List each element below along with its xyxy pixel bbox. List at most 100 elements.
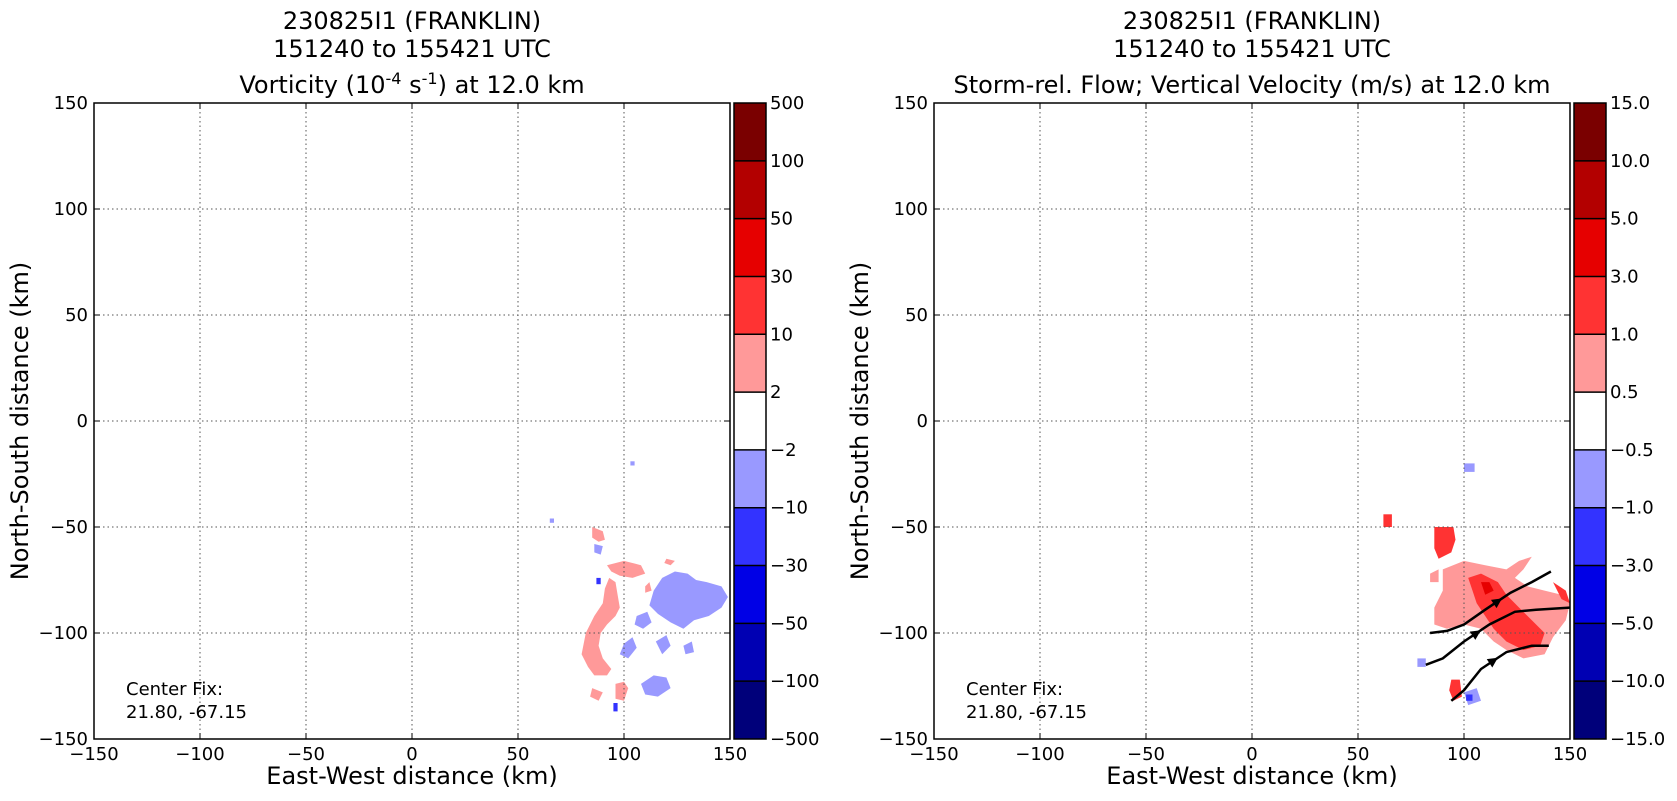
- streamline: [1429, 570, 1552, 635]
- colorbar-tick-label: −3.0: [1610, 556, 1654, 577]
- y-tick-label: −100: [39, 623, 88, 644]
- colorbar-tick-label: 0.5: [1610, 382, 1639, 403]
- title-var-mid: s: [401, 71, 421, 99]
- contour-region: [1466, 694, 1473, 701]
- x-tick-label: −150: [909, 744, 958, 765]
- colorbar-tick-label: 2: [770, 382, 781, 403]
- colorbar-segment: [1574, 103, 1606, 161]
- colorbar-tick-label: 100: [770, 151, 804, 172]
- colorbar-tick-label: 500: [770, 93, 804, 114]
- contour-region: [634, 611, 652, 629]
- y-tick-label: 50: [905, 305, 928, 326]
- colorbar-segment: [1574, 507, 1606, 566]
- colorbar-frame: [733, 102, 767, 740]
- contour-region: [1434, 527, 1456, 559]
- y-tick-label: −150: [39, 729, 88, 750]
- contour-region: [683, 641, 694, 655]
- y-tick-label: 150: [894, 93, 928, 114]
- streamline-arrow: [1490, 598, 1503, 609]
- center-fix-annotation: 21.80, -67.15: [126, 702, 247, 723]
- x-tick-label: 0: [1246, 744, 1257, 765]
- colorbar-tick-label: −0.5: [1610, 440, 1654, 461]
- contour-region: [607, 560, 646, 578]
- chart-title-line: 151240 to 155421 UTC: [273, 35, 551, 63]
- colorbar-segment: [1574, 681, 1606, 739]
- colorbar-tick-label: 3.0: [1610, 266, 1639, 287]
- contour-region: [1417, 658, 1426, 667]
- plot-area: [94, 103, 730, 739]
- colorbar-tick-label: −500: [770, 729, 819, 750]
- colorbar-tick-label: 10.0: [1610, 151, 1650, 172]
- title-var-suffix: ) at 12.0 km: [438, 71, 585, 99]
- colorbar-segment: [1574, 218, 1606, 277]
- colorbar-segment: [1574, 449, 1606, 508]
- contour-region: [641, 675, 671, 697]
- colorbar-segment: [734, 103, 766, 161]
- x-tick-label: 50: [507, 744, 530, 765]
- x-tick-label: 100: [607, 744, 641, 765]
- y-tick-label: 0: [77, 411, 88, 432]
- colorbar-tick-label: −30: [770, 556, 808, 577]
- colorbar-segment: [1574, 334, 1606, 393]
- center-fix-annotation: Center Fix:: [966, 679, 1063, 700]
- contour-region: [594, 544, 603, 555]
- y-axis-label: North-South distance (km): [846, 262, 874, 581]
- y-tick-label: 100: [894, 199, 928, 220]
- contour-region: [630, 461, 635, 466]
- y-tick-label: 100: [54, 199, 88, 220]
- x-tick-label: 0: [406, 744, 417, 765]
- title-var-exponent: -1: [422, 69, 438, 88]
- contour-region: [596, 577, 601, 585]
- contour-region: [1553, 582, 1570, 604]
- x-tick-label: −150: [69, 744, 118, 765]
- contour-region: [615, 681, 629, 701]
- x-tick-label: 150: [713, 744, 747, 765]
- x-axis-label: East-West distance (km): [1106, 762, 1397, 790]
- y-tick-label: −150: [879, 729, 928, 750]
- contour-region: [1383, 514, 1392, 527]
- y-tick-label: −50: [50, 517, 88, 538]
- colorbar-tick-label: −5.0: [1610, 613, 1654, 634]
- colorbar-tick-label: −10.0: [1610, 671, 1665, 692]
- colorbar-frame: [1573, 102, 1607, 740]
- title-var-prefix: Vorticity (10: [239, 71, 385, 99]
- colorbar-segment: [734, 392, 766, 450]
- colorbar-tick-label: −2: [770, 440, 797, 461]
- colorbar-segment: [734, 565, 766, 624]
- colorbar-tick-label: −10: [770, 498, 808, 519]
- colorbar-segment: [734, 449, 766, 508]
- chart-title-line: 230825I1 (FRANKLIN): [1123, 7, 1381, 35]
- contour-region: [592, 527, 605, 542]
- colorbar-tick-label: −15.0: [1610, 729, 1665, 750]
- colorbar-segment: [734, 507, 766, 566]
- colorbar-segment: [734, 681, 766, 739]
- contour-region: [1464, 463, 1475, 472]
- center-fix-annotation: 21.80, -67.15: [966, 702, 1087, 723]
- x-tick-label: −100: [1015, 744, 1064, 765]
- y-axis-label: North-South distance (km): [6, 262, 34, 581]
- streamline-arrow: [1469, 630, 1481, 640]
- colorbar-tick-label: 50: [770, 209, 793, 230]
- chart-title-line: 151240 to 155421 UTC: [1113, 35, 1391, 63]
- x-tick-label: 150: [1553, 744, 1587, 765]
- contour-region: [1481, 582, 1494, 595]
- y-tick-label: 50: [65, 305, 88, 326]
- center-fix-annotation: Center Fix:: [126, 679, 223, 700]
- colorbar-segment: [1574, 623, 1606, 682]
- y-tick-label: 150: [54, 93, 88, 114]
- colorbar-segment: [1574, 276, 1606, 335]
- streamline: [1425, 606, 1571, 666]
- colorbar-segment: [1574, 160, 1606, 219]
- contour-region: [664, 558, 675, 566]
- chart-title-variable: Storm-rel. Flow; Vertical Velocity (m/s)…: [954, 71, 1551, 99]
- colorbar-tick-label: 15.0: [1610, 93, 1650, 114]
- colorbar-segment: [734, 218, 766, 277]
- colorbar-segment: [734, 276, 766, 335]
- colorbar-tick-label: −1.0: [1610, 498, 1654, 519]
- colorbar-segment: [734, 334, 766, 393]
- contour-region: [590, 688, 603, 701]
- x-tick-label: 100: [1447, 744, 1481, 765]
- vertical-velocity-panel: 230825I1 (FRANKLIN)151240 to 155421 UTC S…: [846, 7, 1665, 790]
- title-var-prefix: Storm-rel. Flow; Vertical Velocity (m/s)…: [954, 71, 1551, 99]
